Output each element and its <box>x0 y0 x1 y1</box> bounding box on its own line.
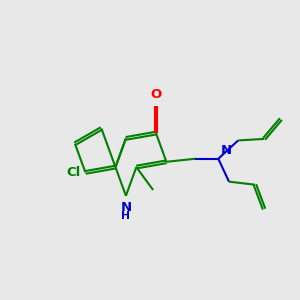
Text: O: O <box>150 88 162 101</box>
Text: Cl: Cl <box>66 166 81 179</box>
Text: N: N <box>120 201 131 214</box>
Text: H: H <box>122 211 130 221</box>
Text: N: N <box>221 144 232 157</box>
